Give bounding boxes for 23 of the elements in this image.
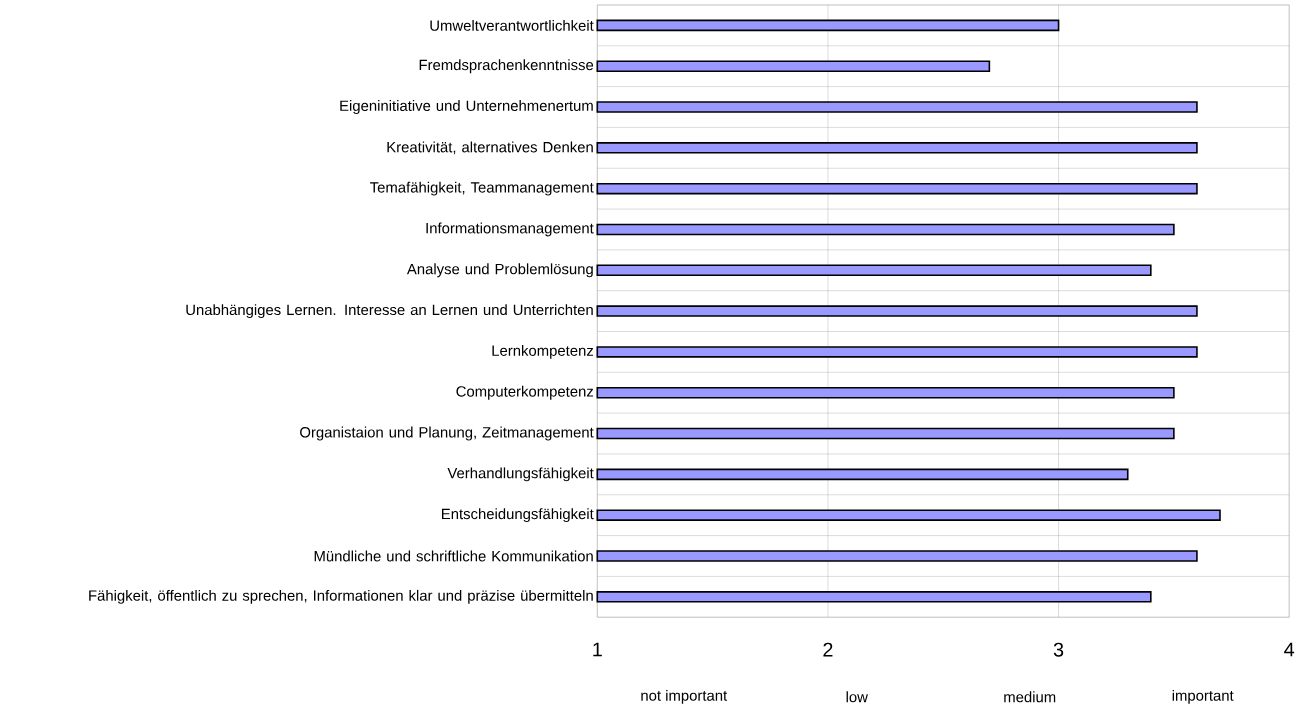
y-tick-label: Eigeninitiative und Unternehmenertum [340, 100, 593, 115]
x-tick-label: 1 [593, 642, 602, 657]
y-tick-label: Analyse und Problemlösung [406, 263, 593, 278]
x-tick-label: 2 [823, 642, 833, 657]
text: low [846, 691, 868, 703]
y-tick-label: Computerkompetenz [456, 385, 594, 400]
y-tick-label: Lernkompetenz [492, 345, 594, 359]
text: not important [641, 690, 728, 704]
y-tick-label: Verhandlungsfähigkeit [447, 467, 594, 482]
y-tick-label: Organistaion und Planung, Zeitmanagement [300, 426, 594, 441]
y-tick-label: Informationsmanagement [426, 222, 594, 237]
text: medium [1004, 691, 1056, 703]
y-tick-label: Fremdsprachenkenntnisse [419, 59, 594, 74]
y-tick-label: Fähigkeit, öffentlich zu sprechen, Informationen klar und präzise übermitteln [89, 590, 593, 604]
text: important [1172, 690, 1234, 704]
x-tick-label: 4 [1284, 642, 1295, 657]
y-tick-label: Entscheidungsfähigkeit [442, 508, 594, 523]
y-tick-label: Mündliche und schriftliche Kommunikation [314, 550, 593, 562]
y-tick-label: Kreativität, alternatives Denken [387, 141, 593, 155]
y-tick-label: Umweltverantwortlichkeit [430, 20, 594, 31]
y-tick-label: Unabhängiges Lernen. Interesse an Lernen und Unterrichten [186, 304, 593, 319]
y-tick-label: Temafähigkeit, Teammanagement [370, 181, 594, 196]
x-tick-label: 3 [1053, 642, 1064, 657]
